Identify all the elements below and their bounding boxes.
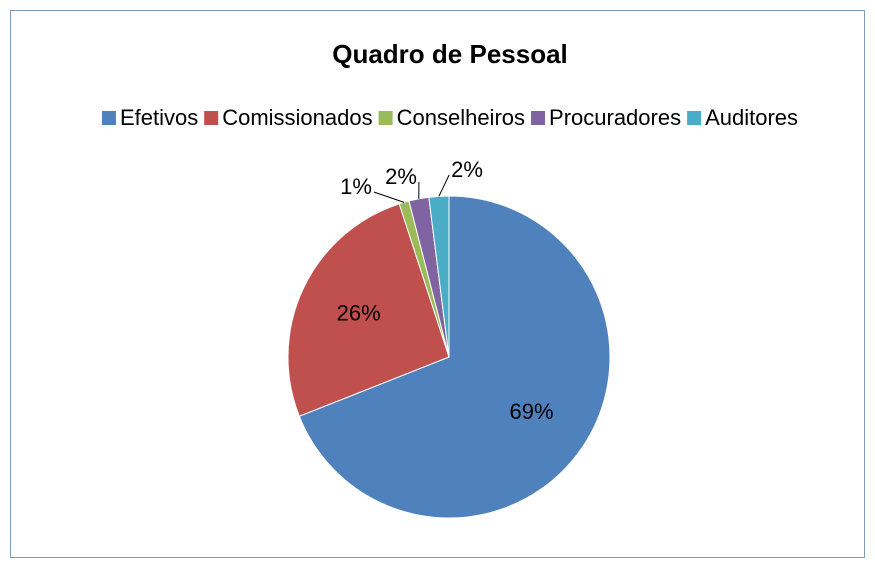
legend-label: Efetivos — [120, 105, 198, 130]
data-label: 26% — [337, 300, 381, 325]
data-label: 2% — [451, 157, 483, 182]
chart-title: Quadro de Pessoal — [332, 39, 568, 69]
legend-swatch — [531, 111, 546, 125]
leader-line — [373, 191, 405, 203]
pie-slice — [428, 195, 450, 358]
data-label: 2% — [385, 164, 417, 189]
legend-swatch — [378, 111, 393, 125]
leader-line — [438, 174, 450, 197]
legend-label: Conselheiros — [397, 105, 525, 130]
legend-label: Procuradores — [549, 105, 681, 130]
pie-slice — [287, 203, 450, 417]
pie-slice — [298, 195, 611, 519]
legend-swatch — [101, 111, 116, 125]
data-label: 69% — [510, 399, 554, 424]
legend-label: Comissionados — [222, 105, 372, 130]
legend-label: Auditores — [705, 105, 798, 130]
legend-swatch — [204, 111, 219, 125]
data-label: 1% — [340, 174, 372, 199]
legend-swatch — [687, 111, 702, 125]
